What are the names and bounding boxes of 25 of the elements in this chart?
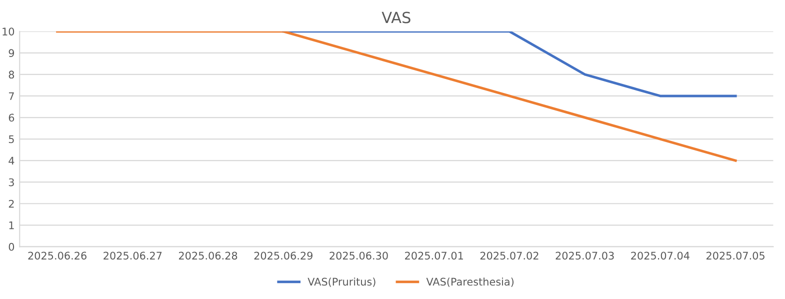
x-tick-label: 2025.06.28 — [178, 252, 238, 260]
x-tick-label: 2025.07.05 — [706, 252, 764, 260]
legend-label: VAS(Paresthesia) — [426, 278, 514, 287]
y-tick-label: 7 — [8, 92, 14, 100]
x-tick-label: 2025.07.04 — [631, 252, 690, 260]
y-tick-label: 8 — [8, 70, 14, 79]
x-tick-label: 2025.06.30 — [330, 252, 388, 260]
x-tick-label: 2025.07.02 — [480, 252, 538, 260]
legend-label: VAS(Pruritus) — [308, 278, 376, 287]
x-tick-label: 2025.06.27 — [104, 252, 162, 260]
x-tick-label: 2025.07.01 — [405, 252, 463, 260]
y-tick-label: 10 — [2, 28, 14, 36]
x-tick-label: 2025.06.26 — [28, 252, 86, 260]
y-tick-label: 2 — [8, 200, 14, 208]
y-tick-label: 1 — [9, 222, 14, 230]
y-tick-label: 4 — [8, 156, 14, 165]
line-series — [56, 31, 737, 162]
x-tick-label: 2025.06.29 — [254, 252, 312, 260]
y-tick-label: 5 — [8, 135, 14, 144]
y-tick-label: 9 — [8, 49, 14, 58]
y-tick-label: 6 — [8, 114, 14, 122]
y-tick-label: 3 — [8, 178, 14, 186]
x-tick-label: 2025.07.03 — [556, 252, 614, 260]
y-tick-label: 0 — [8, 242, 14, 251]
chart-title: VAS — [382, 12, 410, 24]
